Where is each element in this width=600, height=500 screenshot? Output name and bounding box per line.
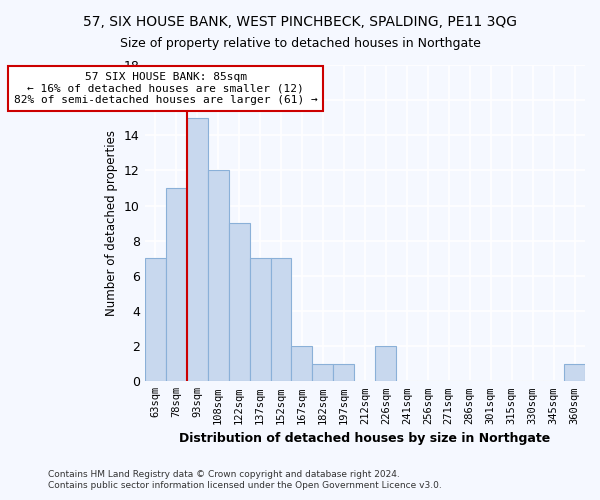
Bar (292, 346, 313, 382)
Bar (166, 188, 187, 382)
Bar (208, 170, 229, 382)
X-axis label: Distribution of detached houses by size in Northgate: Distribution of detached houses by size … (179, 432, 550, 445)
Bar (376, 346, 397, 382)
Bar (229, 223, 250, 382)
Y-axis label: Number of detached properties: Number of detached properties (106, 130, 118, 316)
Bar (145, 258, 166, 382)
Bar (313, 364, 334, 382)
Bar (334, 364, 355, 382)
Text: 57 SIX HOUSE BANK: 85sqm
← 16% of detached houses are smaller (12)
82% of semi-d: 57 SIX HOUSE BANK: 85sqm ← 16% of detach… (14, 72, 317, 105)
Text: 57, SIX HOUSE BANK, WEST PINCHBECK, SPALDING, PE11 3QG: 57, SIX HOUSE BANK, WEST PINCHBECK, SPAL… (83, 15, 517, 29)
Bar (271, 258, 292, 382)
Bar (250, 258, 271, 382)
Bar (564, 364, 585, 382)
Text: Size of property relative to detached houses in Northgate: Size of property relative to detached ho… (119, 38, 481, 51)
Bar (187, 118, 208, 382)
Text: Contains HM Land Registry data © Crown copyright and database right 2024.
Contai: Contains HM Land Registry data © Crown c… (48, 470, 442, 490)
